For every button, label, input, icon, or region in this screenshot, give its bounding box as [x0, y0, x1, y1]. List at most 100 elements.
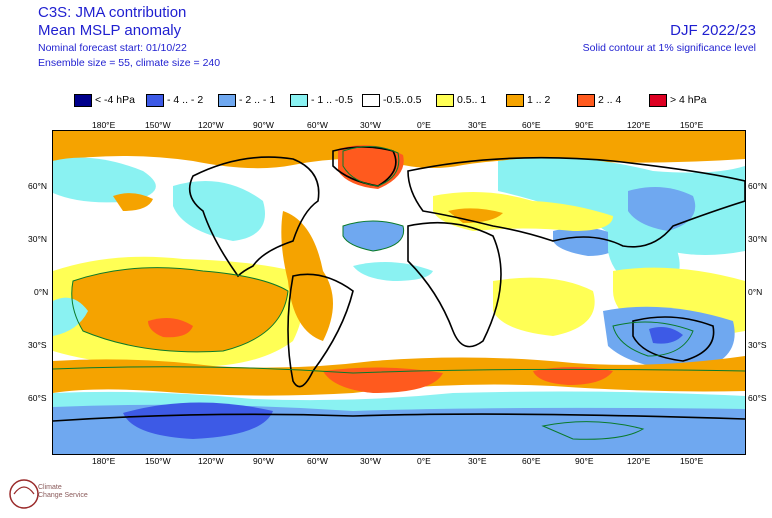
- south-indian-strong-positive: [533, 367, 613, 385]
- antarctica-outline: [53, 413, 745, 422]
- significance-note: Solid contour at 1% significance level: [582, 42, 756, 54]
- chart-subtitle: Mean MSLP anomaly: [38, 22, 182, 39]
- significance-contour: [53, 366, 745, 374]
- legend-label: 0.5.. 1: [457, 94, 487, 106]
- lon-tick-top: 60°E: [522, 120, 541, 130]
- significance-contour: [541, 421, 645, 440]
- lat-tick-left: 60°N: [28, 181, 47, 191]
- season-label: DJF 2022/23: [670, 22, 756, 39]
- lon-tick-top: 30°W: [360, 120, 381, 130]
- legend-item: > 4 hPa: [649, 92, 707, 108]
- lon-tick-top: 30°E: [468, 120, 487, 130]
- legend-swatch: [146, 93, 164, 107]
- logo-line: Climate: [38, 484, 62, 491]
- significance-contour: [612, 321, 694, 357]
- lon-tick-bottom: 30°W: [360, 456, 381, 466]
- lat-tick-left: 0°N: [34, 287, 49, 297]
- legend-item: < -4 hPa: [74, 92, 135, 108]
- japan-negative: [628, 187, 696, 231]
- lat-tick-right: 30°S: [748, 340, 767, 350]
- lon-tick-top: 150°W: [145, 120, 171, 130]
- coastlines: [53, 146, 745, 422]
- lon-tick-bottom: 30°E: [468, 456, 487, 466]
- asia-negative: [498, 157, 745, 255]
- lon-tick-bottom: 60°E: [522, 456, 541, 466]
- significance-contour: [71, 267, 289, 353]
- legend-item: 1 .. 2: [506, 92, 550, 108]
- significance-contour: [342, 220, 405, 252]
- legend-swatch: [290, 93, 308, 107]
- lon-tick-top: 180°E: [92, 120, 116, 130]
- forecast-start-label: Nominal forecast start: 01/10/22: [38, 42, 187, 54]
- logo-ring: [9, 479, 39, 509]
- lat-tick-left: 60°S: [28, 393, 47, 403]
- lon-tick-bottom: 150°W: [145, 456, 171, 466]
- lat-tick-right: 30°N: [748, 234, 767, 244]
- australia-outline: [632, 316, 715, 362]
- west-pacific-edge-negative: [53, 297, 88, 336]
- lon-tick-bottom: 0°E: [417, 456, 431, 466]
- legend-label: - 2 .. - 1: [239, 94, 276, 106]
- legend-label: -0.5..0.5: [383, 94, 422, 106]
- legend-item: 0.5.. 1: [436, 92, 486, 108]
- legend-label: - 4 .. - 2: [167, 94, 204, 106]
- legend-label: 2 .. 4: [598, 94, 622, 106]
- ensemble-size-label: Ensemble size = 55, climate size = 240: [38, 57, 221, 69]
- legend-swatch: [362, 93, 380, 107]
- north-america-outline: [188, 156, 320, 278]
- lon-tick-top: 150°E: [680, 120, 704, 130]
- legend-label: 1 .. 2: [527, 94, 551, 106]
- legend-item: 2 .. 4: [577, 92, 621, 108]
- lat-tick-right: 0°N: [748, 287, 763, 297]
- legend-swatch: [649, 93, 667, 107]
- lat-tick-right: 60°N: [748, 181, 767, 191]
- lat-tick-left: 30°N: [28, 234, 47, 244]
- lon-tick-bottom: 90°W: [253, 456, 274, 466]
- legend-label: - 1 .. -0.5: [311, 94, 354, 106]
- lon-tick-top: 120°E: [627, 120, 651, 130]
- logo-arc: [13, 486, 35, 495]
- lon-tick-top: 90°E: [575, 120, 594, 130]
- atlantic-negative: [343, 221, 404, 251]
- lon-tick-bottom: 120°W: [198, 456, 224, 466]
- logo-text: Climate Change Service: [38, 484, 88, 500]
- legend-item: -0.5..0.5: [362, 92, 422, 108]
- lon-tick-bottom: 150°E: [680, 456, 704, 466]
- lon-tick-top: 90°W: [253, 120, 274, 130]
- legend-label: < -4 hPa: [95, 94, 135, 106]
- legend-item: - 2 .. - 1: [218, 92, 275, 108]
- indian-ocean-positive: [493, 277, 595, 336]
- lon-tick-bottom: 90°E: [575, 456, 594, 466]
- copernicus-logo: [9, 479, 39, 509]
- legend-item: - 1 .. -0.5: [290, 92, 353, 108]
- pacific-moderate-positive: [113, 193, 153, 211]
- legend-swatch: [506, 93, 524, 107]
- lon-tick-top: 120°W: [198, 120, 224, 130]
- lat-tick-left: 30°S: [28, 340, 47, 350]
- chart-title: C3S: JMA contribution: [38, 4, 187, 21]
- legend-label: > 4 hPa: [670, 94, 707, 106]
- lon-tick-top: 0°E: [417, 120, 431, 130]
- anomaly-map: [52, 130, 746, 455]
- logo-line: Change Service: [38, 492, 88, 499]
- amundsen-sea-strong-negative: [123, 402, 273, 439]
- south-atlantic-strong-positive: [323, 367, 443, 393]
- africa-outline: [407, 221, 502, 348]
- legend-swatch: [218, 93, 236, 107]
- lon-tick-bottom: 60°W: [307, 456, 328, 466]
- tibet-negative: [553, 227, 623, 256]
- legend-swatch: [436, 93, 454, 107]
- south-america-positive: [281, 211, 333, 341]
- legend-swatch: [74, 93, 92, 107]
- australia-strong-negative: [649, 327, 683, 344]
- lon-tick-bottom: 120°E: [627, 456, 651, 466]
- anomaly-map-canvas: [53, 131, 745, 454]
- north-america-negative: [173, 181, 265, 241]
- significance-contours: [53, 146, 745, 440]
- lat-tick-right: 60°S: [748, 393, 767, 403]
- significance-contour: [342, 146, 400, 187]
- lon-tick-bottom: 180°E: [92, 456, 116, 466]
- lon-tick-top: 60°W: [307, 120, 328, 130]
- legend-item: - 4 .. - 2: [146, 92, 203, 108]
- north-pacific-negative: [53, 157, 156, 203]
